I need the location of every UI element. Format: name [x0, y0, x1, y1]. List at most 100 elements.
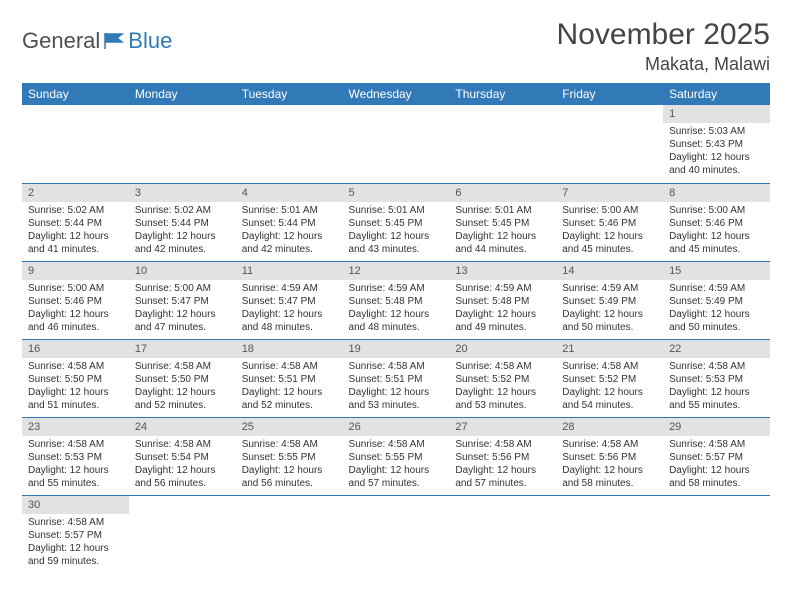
calendar-cell: 18Sunrise: 4:58 AMSunset: 5:51 PMDayligh… — [236, 339, 343, 417]
calendar-row: 16Sunrise: 4:58 AMSunset: 5:50 PMDayligh… — [22, 339, 770, 417]
sunset-text: Sunset: 5:45 PM — [455, 217, 550, 230]
sunrise-text: Sunrise: 4:58 AM — [669, 438, 764, 451]
calendar-cell: 27Sunrise: 4:58 AMSunset: 5:56 PMDayligh… — [449, 417, 556, 495]
day-number: 5 — [343, 184, 450, 202]
sunrise-text: Sunrise: 5:01 AM — [455, 204, 550, 217]
calendar-row: 30Sunrise: 4:58 AMSunset: 5:57 PMDayligh… — [22, 495, 770, 573]
calendar-cell: 23Sunrise: 4:58 AMSunset: 5:53 PMDayligh… — [22, 417, 129, 495]
daylight-text: Daylight: 12 hours and 42 minutes. — [242, 230, 337, 256]
calendar-cell: 5Sunrise: 5:01 AMSunset: 5:45 PMDaylight… — [343, 183, 450, 261]
sunrise-text: Sunrise: 5:03 AM — [669, 125, 764, 138]
sunrise-text: Sunrise: 4:58 AM — [455, 438, 550, 451]
calendar-cell: 10Sunrise: 5:00 AMSunset: 5:47 PMDayligh… — [129, 261, 236, 339]
calendar-cell: 24Sunrise: 4:58 AMSunset: 5:54 PMDayligh… — [129, 417, 236, 495]
day-body: Sunrise: 4:58 AMSunset: 5:51 PMDaylight:… — [236, 358, 343, 416]
calendar-cell — [129, 105, 236, 183]
calendar-cell — [449, 495, 556, 573]
sunset-text: Sunset: 5:52 PM — [562, 373, 657, 386]
day-body: Sunrise: 4:58 AMSunset: 5:50 PMDaylight:… — [129, 358, 236, 416]
calendar-cell: 4Sunrise: 5:01 AMSunset: 5:44 PMDaylight… — [236, 183, 343, 261]
sunrise-text: Sunrise: 4:59 AM — [562, 282, 657, 295]
day-body: Sunrise: 5:00 AMSunset: 5:47 PMDaylight:… — [129, 280, 236, 338]
sunrise-text: Sunrise: 4:58 AM — [349, 438, 444, 451]
daylight-text: Daylight: 12 hours and 44 minutes. — [455, 230, 550, 256]
day-number: 17 — [129, 340, 236, 358]
calendar-cell: 6Sunrise: 5:01 AMSunset: 5:45 PMDaylight… — [449, 183, 556, 261]
calendar-cell — [556, 495, 663, 573]
day-body: Sunrise: 4:58 AMSunset: 5:56 PMDaylight:… — [556, 436, 663, 494]
day-number: 2 — [22, 184, 129, 202]
day-number: 12 — [343, 262, 450, 280]
calendar-cell: 9Sunrise: 5:00 AMSunset: 5:46 PMDaylight… — [22, 261, 129, 339]
sunrise-text: Sunrise: 4:58 AM — [455, 360, 550, 373]
daylight-text: Daylight: 12 hours and 56 minutes. — [242, 464, 337, 490]
daylight-text: Daylight: 12 hours and 59 minutes. — [28, 542, 123, 568]
sunset-text: Sunset: 5:56 PM — [562, 451, 657, 464]
daylight-text: Daylight: 12 hours and 52 minutes. — [135, 386, 230, 412]
sunset-text: Sunset: 5:55 PM — [242, 451, 337, 464]
day-body: Sunrise: 4:58 AMSunset: 5:56 PMDaylight:… — [449, 436, 556, 494]
day-number: 26 — [343, 418, 450, 436]
day-body: Sunrise: 5:00 AMSunset: 5:46 PMDaylight:… — [663, 202, 770, 260]
title-block: November 2025 Makata, Malawi — [557, 18, 770, 75]
sunrise-text: Sunrise: 4:58 AM — [135, 438, 230, 451]
day-number: 25 — [236, 418, 343, 436]
calendar-row: 23Sunrise: 4:58 AMSunset: 5:53 PMDayligh… — [22, 417, 770, 495]
calendar-cell: 13Sunrise: 4:59 AMSunset: 5:48 PMDayligh… — [449, 261, 556, 339]
day-number: 15 — [663, 262, 770, 280]
day-body: Sunrise: 4:58 AMSunset: 5:51 PMDaylight:… — [343, 358, 450, 416]
sunrise-text: Sunrise: 4:58 AM — [135, 360, 230, 373]
calendar-cell — [236, 105, 343, 183]
calendar-table: SundayMondayTuesdayWednesdayThursdayFrid… — [22, 83, 770, 573]
day-number: 24 — [129, 418, 236, 436]
sunset-text: Sunset: 5:53 PM — [28, 451, 123, 464]
day-number: 18 — [236, 340, 343, 358]
sunrise-text: Sunrise: 5:00 AM — [28, 282, 123, 295]
daylight-text: Daylight: 12 hours and 53 minutes. — [349, 386, 444, 412]
day-body: Sunrise: 4:58 AMSunset: 5:55 PMDaylight:… — [343, 436, 450, 494]
calendar-row: 1Sunrise: 5:03 AMSunset: 5:43 PMDaylight… — [22, 105, 770, 183]
sunset-text: Sunset: 5:44 PM — [28, 217, 123, 230]
daylight-text: Daylight: 12 hours and 57 minutes. — [455, 464, 550, 490]
day-body: Sunrise: 5:03 AMSunset: 5:43 PMDaylight:… — [663, 123, 770, 181]
day-body: Sunrise: 5:00 AMSunset: 5:46 PMDaylight:… — [556, 202, 663, 260]
logo-text-2: Blue — [128, 28, 172, 54]
weekday-header: Sunday — [22, 83, 129, 105]
day-body: Sunrise: 4:58 AMSunset: 5:52 PMDaylight:… — [449, 358, 556, 416]
day-number: 14 — [556, 262, 663, 280]
daylight-text: Daylight: 12 hours and 48 minutes. — [242, 308, 337, 334]
day-number: 3 — [129, 184, 236, 202]
calendar-cell: 19Sunrise: 4:58 AMSunset: 5:51 PMDayligh… — [343, 339, 450, 417]
sunset-text: Sunset: 5:57 PM — [669, 451, 764, 464]
calendar-cell: 2Sunrise: 5:02 AMSunset: 5:44 PMDaylight… — [22, 183, 129, 261]
daylight-text: Daylight: 12 hours and 46 minutes. — [28, 308, 123, 334]
day-body: Sunrise: 4:58 AMSunset: 5:54 PMDaylight:… — [129, 436, 236, 494]
calendar-cell: 7Sunrise: 5:00 AMSunset: 5:46 PMDaylight… — [556, 183, 663, 261]
daylight-text: Daylight: 12 hours and 42 minutes. — [135, 230, 230, 256]
day-number: 20 — [449, 340, 556, 358]
calendar-cell — [129, 495, 236, 573]
day-number: 6 — [449, 184, 556, 202]
weekday-header: Thursday — [449, 83, 556, 105]
day-number: 30 — [22, 496, 129, 514]
day-body: Sunrise: 5:01 AMSunset: 5:45 PMDaylight:… — [449, 202, 556, 260]
calendar-cell: 11Sunrise: 4:59 AMSunset: 5:47 PMDayligh… — [236, 261, 343, 339]
calendar-cell: 25Sunrise: 4:58 AMSunset: 5:55 PMDayligh… — [236, 417, 343, 495]
calendar-cell — [663, 495, 770, 573]
sunset-text: Sunset: 5:56 PM — [455, 451, 550, 464]
sunset-text: Sunset: 5:53 PM — [669, 373, 764, 386]
day-body: Sunrise: 4:58 AMSunset: 5:53 PMDaylight:… — [22, 436, 129, 494]
sunrise-text: Sunrise: 4:58 AM — [349, 360, 444, 373]
day-number: 13 — [449, 262, 556, 280]
calendar-body: 1Sunrise: 5:03 AMSunset: 5:43 PMDaylight… — [22, 105, 770, 573]
day-number: 29 — [663, 418, 770, 436]
sunset-text: Sunset: 5:46 PM — [28, 295, 123, 308]
day-number: 16 — [22, 340, 129, 358]
sunrise-text: Sunrise: 4:59 AM — [669, 282, 764, 295]
sunset-text: Sunset: 5:48 PM — [455, 295, 550, 308]
sunset-text: Sunset: 5:43 PM — [669, 138, 764, 151]
calendar-cell: 22Sunrise: 4:58 AMSunset: 5:53 PMDayligh… — [663, 339, 770, 417]
calendar-cell: 29Sunrise: 4:58 AMSunset: 5:57 PMDayligh… — [663, 417, 770, 495]
weekday-header: Saturday — [663, 83, 770, 105]
sunset-text: Sunset: 5:49 PM — [562, 295, 657, 308]
